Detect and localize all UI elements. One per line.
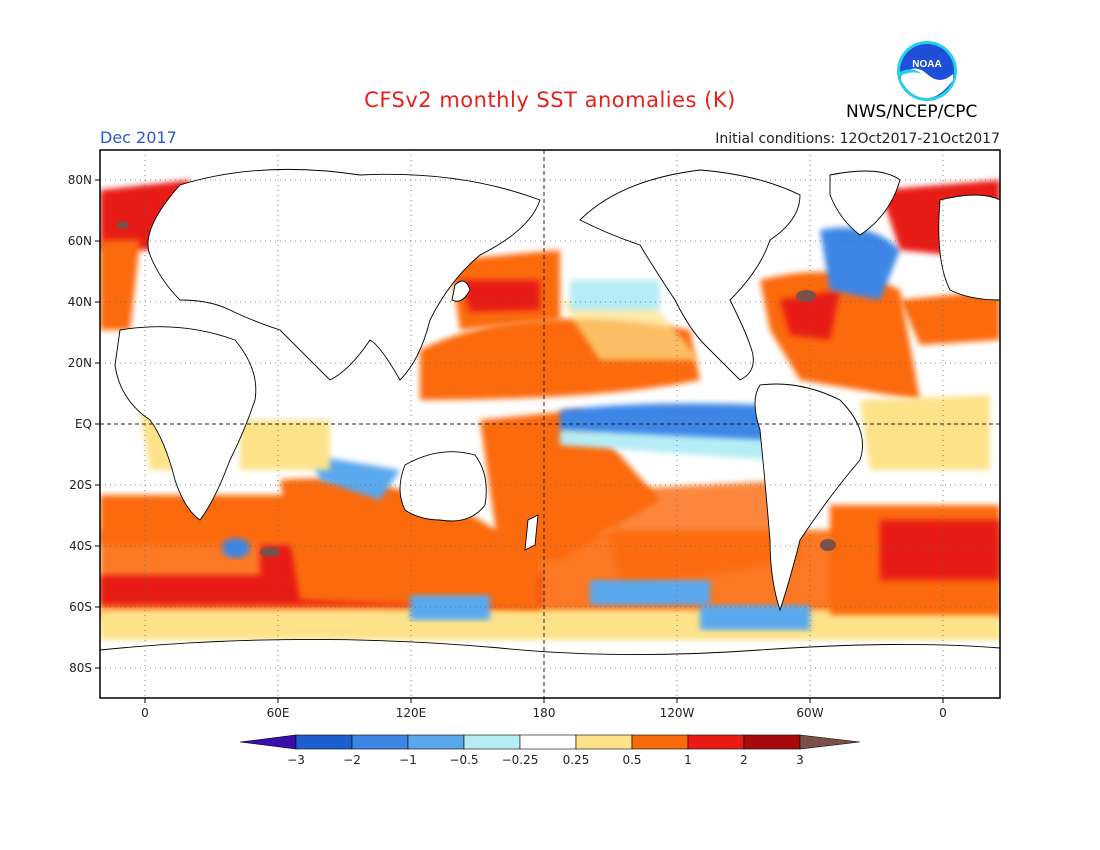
lat-label-60s: 60S <box>69 600 92 614</box>
colorbar-box <box>351 734 409 750</box>
lon-label-0-right: 0 <box>939 706 947 720</box>
colorbar-label: 3 <box>796 753 804 767</box>
lat-label-80s: 80S <box>69 661 92 675</box>
noaa-logo: NOAA <box>897 41 957 101</box>
lat-label-80n: 80N <box>67 173 92 187</box>
lon-label-180: 180 <box>532 706 556 720</box>
agency-label: NWS/NCEP/CPC <box>846 102 978 122</box>
lat-label-20s: 20S <box>69 478 92 492</box>
colorbar-label: 1 <box>684 753 692 767</box>
lon-label-60e: 60E <box>266 706 290 720</box>
colorbar-box <box>743 734 801 750</box>
colorbar-box <box>687 734 745 750</box>
lon-label-60w: 60W <box>796 706 824 720</box>
colorbar-label: −1 <box>399 753 417 767</box>
lat-label-40s: 40S <box>69 539 92 553</box>
lon-label-120e: 120E <box>395 706 427 720</box>
lat-label-eq: EQ <box>74 417 92 431</box>
colorbar-label: −2 <box>343 753 361 767</box>
colorbar-label: −0.25 <box>501 753 539 767</box>
colorbar-max-triangle <box>799 734 861 750</box>
colorbar-label: 0.5 <box>622 753 642 767</box>
colorbar-box <box>519 734 577 750</box>
colorbar-min-triangle <box>239 734 297 750</box>
chart-title: CFSv2 monthly SST anomalies (K) <box>364 88 736 112</box>
colorbar-label: 2 <box>740 753 748 767</box>
colorbar-box <box>407 734 465 750</box>
colorbar-box <box>631 734 689 750</box>
colorbar-box <box>295 734 353 750</box>
colorbar-label: −0.5 <box>449 753 479 767</box>
lat-label-60n: 60N <box>67 234 92 248</box>
colorbar-label: 0.25 <box>562 753 590 767</box>
initial-conditions: Initial conditions: 12Oct2017-21Oct2017 <box>715 131 1000 147</box>
colorbar-box <box>463 734 521 750</box>
svg-text:NOAA: NOAA <box>912 59 941 70</box>
lat-label-20n: 20N <box>67 356 92 370</box>
lat-label-40n: 40N <box>67 295 92 309</box>
lon-label-0: 0 <box>141 706 149 720</box>
forecast-month: Dec 2017 <box>100 128 177 147</box>
lon-label-120w: 120W <box>659 706 695 720</box>
colorbar-label: −3 <box>287 753 305 767</box>
colorbar-box <box>575 734 633 750</box>
